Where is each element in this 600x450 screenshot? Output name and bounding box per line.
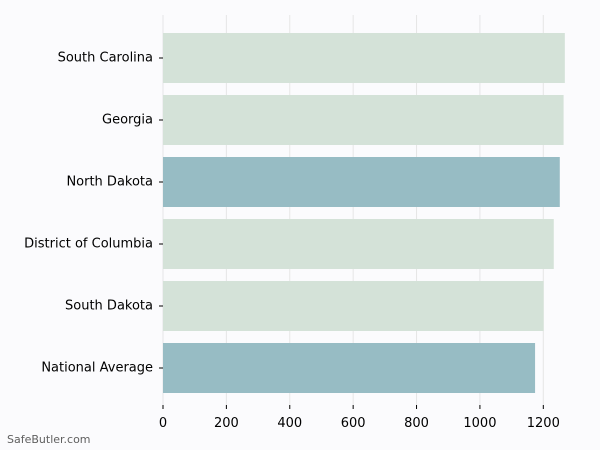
- x-tick-label-2: 400: [277, 416, 302, 431]
- y-tick-label-2: North Dakota: [66, 175, 153, 190]
- y-tick-label-5: National Average: [41, 361, 153, 376]
- bar-4: [163, 281, 544, 331]
- bar-5: [163, 343, 536, 393]
- watermark-text: SafeButler.com: [7, 433, 91, 446]
- x-tick-label-0: 0: [159, 416, 167, 431]
- x-tick-label-3: 600: [341, 416, 366, 431]
- x-tick-label-6: 1200: [527, 416, 560, 431]
- y-tick-label-3: District of Columbia: [24, 237, 153, 252]
- x-tick-label-1: 200: [214, 416, 239, 431]
- bar-2: [163, 157, 560, 207]
- bar-0: [163, 33, 565, 83]
- y-tick-label-1: Georgia: [102, 113, 153, 128]
- x-tick-label-5: 1000: [463, 416, 496, 431]
- y-tick-label-4: South Dakota: [65, 299, 153, 314]
- y-tick-label-0: South Carolina: [58, 51, 153, 66]
- bar-1: [163, 95, 564, 145]
- bar-3: [163, 219, 554, 269]
- x-tick-label-4: 800: [404, 416, 429, 431]
